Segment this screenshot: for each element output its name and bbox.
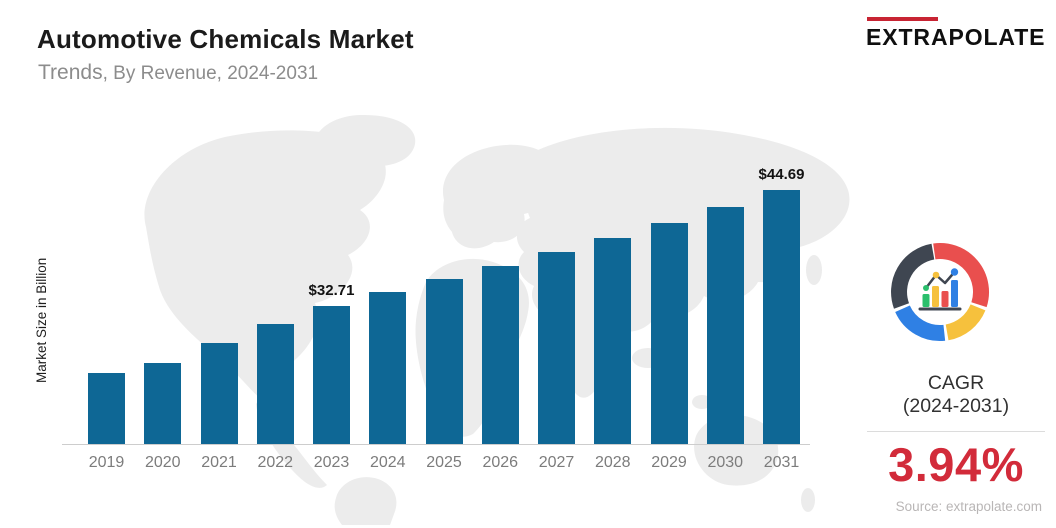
cagr-divider [867,431,1045,432]
brand-logo: EXTRAPOLATE [866,17,1046,51]
bar-column-2027: 2027 [538,150,575,471]
bar-2030 [706,207,744,444]
y-axis-label: Market Size in Billion [34,257,49,383]
bar-column-2020: 2020 [144,150,182,471]
x-axis-tick-label: 2024 [369,454,406,471]
bar-2028 [594,238,632,444]
bar-value-label: $32.71 [308,282,355,299]
bar-2031 [763,190,800,444]
x-axis-tick-label: 2030 [707,454,744,471]
donut-chart-icon [891,243,989,342]
bar-column-2024: 2024 [369,150,407,471]
bar-column-2029: 2029 [650,150,688,471]
chart-subtitle-rest: , By Revenue, 2024-2031 [102,63,319,84]
cagr-range: (2024-2031) [902,395,1010,417]
x-axis-tick-label: 2022 [257,454,294,471]
bar-value-label: $44.69 [758,166,805,183]
page-title: Automotive Chemicals Market [37,24,414,54]
mini-bar-chart-icon [918,268,962,311]
chart-subtitle: Trends, By Revenue, 2024-2031 [38,61,318,85]
cagr-panel: CAGR (2024-2031) 3.94% Source: extrapola… [858,241,1054,514]
bar-2022 [256,324,294,444]
bar-column-2025: 2025 [425,150,463,471]
cagr-label: CAGR (2024-2031) [858,372,1054,418]
x-axis-tick-label: 2019 [88,454,125,471]
logo-text: EXTRAPOLATE [866,24,1046,50]
bars-row: 2019 2020 2021 2022 2023 $32.71 2024 2025 2026 20… [88,150,805,471]
bar-chart-plot: 2019 2020 2021 2022 2023 $32.71 2024 2025 2026 20… [62,150,810,471]
cagr-label-text: CAGR [927,372,985,394]
bar-2019 [88,373,125,444]
bar-2023 [313,306,350,444]
bar-column-2023: 2023 $32.71 [309,150,355,471]
bar-2021 [200,343,238,444]
x-axis-tick-label: 2031 [763,454,800,471]
bar-2027 [538,252,575,444]
cagr-value: 3.94% [888,438,1024,491]
x-axis-tick-label: 2025 [426,454,462,471]
x-axis-tick-label: 2027 [538,454,575,471]
bar-2020 [144,363,182,444]
bar-column-2031: 2031 $44.69 [759,150,805,471]
logo-accent-bar [867,17,938,21]
bar-2025 [425,279,463,444]
source-text: Source: extrapolate.com [895,499,1042,514]
x-axis-tick-label: 2021 [201,454,237,471]
bar-column-2026: 2026 [481,150,519,471]
chart-subtitle-lead: Trends [38,61,103,84]
bar-column-2028: 2028 [594,150,632,471]
bar-column-2019: 2019 [88,150,125,471]
x-axis-tick-label: 2020 [144,454,181,471]
bar-2024 [369,292,407,444]
x-axis-tick-label: 2029 [651,454,687,471]
x-axis-tick-label: 2026 [482,454,519,471]
bar-column-2021: 2021 [200,150,238,471]
bar-2026 [481,266,519,444]
x-axis-tick-label: 2028 [594,454,631,471]
x-axis-tick-label: 2023 [313,454,350,471]
bar-column-2030: 2030 [706,150,744,471]
bar-column-2022: 2022 [256,150,294,471]
bar-2029 [650,223,688,444]
